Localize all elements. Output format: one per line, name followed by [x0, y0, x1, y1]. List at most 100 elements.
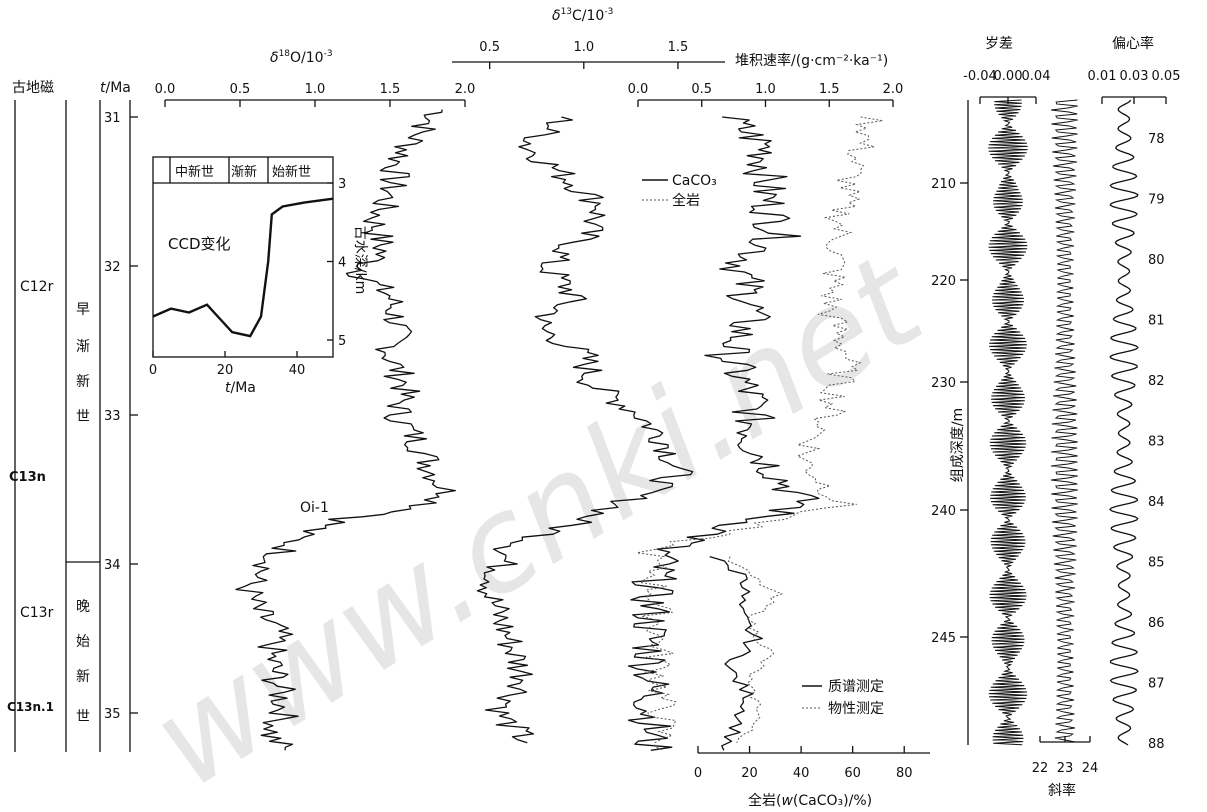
depth-tick-label: 220	[931, 274, 956, 289]
eccentricity-title: 偏心率	[1112, 35, 1154, 52]
ccd-inset: 中新世 渐新 始新世 CCD变化 古水深/km 0 20 40 3 4 5 t/Ma	[149, 156, 368, 396]
eccentricity-tick: 0.05	[1152, 69, 1181, 84]
axis-tick-label: 1.5	[380, 82, 401, 97]
ccd-title: CCD变化	[168, 235, 231, 253]
epoch-char: 早	[76, 302, 90, 318]
obliquity-title: 斜率	[1048, 782, 1076, 799]
paleomag-header: 古地磁	[12, 80, 54, 96]
time-tick-label: 31	[104, 111, 121, 126]
caco3-legend-phys: 物性测定	[828, 701, 884, 717]
precession-axis-ticks: -0.040.00 0.04	[963, 69, 1050, 104]
time-tick-label: 32	[104, 260, 121, 275]
chron-label: C13n.1	[7, 700, 54, 714]
ccd-curve	[152, 197, 334, 338]
ccd-xlabel: t/Ma	[225, 380, 256, 396]
obliquity-tick: 22	[1032, 761, 1049, 776]
ccd-x-tick: 0	[149, 363, 157, 378]
mar-legend: CaCO₃ 全岩	[642, 173, 717, 209]
caco3-tick-label: 80	[896, 766, 913, 781]
time-tick-label: 33	[104, 409, 121, 424]
depth-axis-ticks: 210 220 230 240 245	[931, 177, 968, 646]
eccentricity-cycle-label: 83	[1148, 435, 1165, 450]
eccentricity-cycle-label: 81	[1148, 314, 1165, 329]
caco3-legend: 质谱测定 物性测定	[802, 679, 884, 717]
precession-tick: 0.00	[994, 69, 1023, 84]
depth-tick-label: 240	[931, 504, 956, 519]
mar-axis-title: 堆积速率/(g·cm⁻²·ka⁻¹)	[735, 52, 888, 69]
time-tick-label: 35	[104, 707, 121, 722]
axis-tick-label: 1.0	[755, 82, 776, 97]
depth-tick-label: 245	[931, 631, 956, 646]
d13c-axis-title: δ13C/10-3	[552, 7, 613, 24]
time-axis-ticks: 31 32 33 34 35	[104, 111, 138, 722]
eccentricity-axis-ticks: 0.01 0.03 0.05	[1088, 69, 1181, 104]
ccd-x-tick: 40	[289, 363, 306, 378]
time-axis-label: t/Ma	[100, 80, 131, 96]
ccd-epoch-label: 始新世	[272, 164, 311, 180]
ccd-epoch-label: 渐新	[231, 164, 257, 180]
mar-axis-ticks: 0.0 0.5 1.0 1.5 2.0	[628, 82, 904, 107]
depth-tick-label: 210	[931, 177, 956, 192]
caco3-tick-label: 40	[793, 766, 810, 781]
axis-tick-label: 0.5	[230, 82, 251, 97]
d18o-curve	[235, 109, 456, 751]
mar-legend-bulk: 全岩	[672, 192, 700, 209]
caco3-mass-spec-curve	[709, 555, 763, 751]
mar-bulk-curve	[637, 116, 883, 751]
depth-tick-label: 230	[931, 376, 956, 391]
obliquity-tick: 23	[1057, 761, 1074, 776]
d13c-axis-ticks: 0.5 1.0 1.5	[479, 40, 688, 69]
eccentricity-cycle-label: 88	[1148, 737, 1165, 752]
ccd-y-tick: 4	[338, 256, 346, 271]
caco3-tick-label: 60	[844, 766, 861, 781]
chron-label: C13r	[20, 605, 54, 621]
ccd-ylabel: 古水深/km	[352, 226, 368, 294]
epoch-early-oligocene: 早 渐 新 世	[76, 302, 90, 425]
eccentricity-cycle-label: 78	[1148, 132, 1165, 147]
caco3-legend-ms: 质谱测定	[828, 679, 884, 695]
eccentricity-cycle-label: 79	[1148, 193, 1165, 208]
axis-tick-label: 1.0	[573, 40, 594, 55]
eccentricity-tick: 0.01	[1088, 69, 1117, 84]
epoch-char: 新	[76, 669, 90, 685]
eccentricity-cycle-label: 85	[1148, 556, 1165, 571]
epoch-char: 始	[76, 634, 90, 650]
oi1-event-label: Oi-1	[300, 500, 329, 516]
ccd-y-tick: 5	[338, 334, 346, 349]
axis-tick-label: 2.0	[883, 82, 904, 97]
caco3-axis-title: 全岩(w(CaCO₃)/%)	[748, 792, 872, 809]
eccentricity-tick: 0.03	[1120, 69, 1149, 84]
axis-tick-label: 2.0	[455, 82, 476, 97]
ccd-epoch-label: 中新世	[175, 164, 214, 180]
axis-tick-label: 0.0	[155, 82, 176, 97]
axis-tick-label: 1.5	[819, 82, 840, 97]
d13c-curve	[476, 116, 694, 744]
epoch-char: 世	[76, 409, 90, 425]
d18o-axis-title: δ18O/10-3	[270, 49, 333, 66]
axis-tick-label: 1.5	[668, 40, 689, 55]
ccd-y-ticks: 3 4 5	[327, 177, 346, 349]
eccentricity-cycle-label: 82	[1148, 374, 1165, 389]
precession-tick: -0.04	[963, 69, 997, 84]
eccentricity-cycle-label: 80	[1148, 253, 1165, 268]
d18o-axis-ticks: 0.0 0.5 1.0 1.5 2.0	[155, 82, 476, 107]
chron-label: C12r	[20, 279, 54, 295]
chron-label: C13n	[9, 470, 46, 485]
axis-tick-label: 0.5	[691, 82, 712, 97]
precession-tick: 0.04	[1022, 69, 1051, 84]
eccentricity-curve	[1109, 99, 1139, 746]
epoch-char: 新	[76, 374, 90, 390]
obliquity-axis-ticks: 22 23 24	[1032, 736, 1098, 776]
obliquity-curve	[1050, 99, 1078, 743]
precession-title: 岁差	[985, 36, 1013, 52]
eccentricity-cycle-label: 84	[1148, 495, 1165, 510]
axis-tick-label: 0.5	[479, 40, 500, 55]
precession-curve	[988, 99, 1028, 746]
eccentricity-cycle-label: 86	[1148, 616, 1165, 631]
caco3-tick-label: 0	[694, 766, 702, 781]
time-tick-label: 34	[104, 558, 121, 573]
mar-legend-caco3: CaCO₃	[672, 173, 717, 189]
ccd-x-tick: 20	[217, 363, 234, 378]
epoch-late-eocene: 晚 始 新 世	[76, 599, 90, 725]
